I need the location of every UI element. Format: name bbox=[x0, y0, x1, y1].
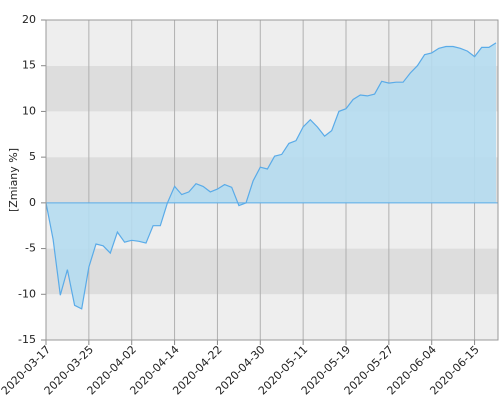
y-tick-label: 20 bbox=[22, 13, 36, 26]
y-tick-label: -15 bbox=[18, 333, 36, 346]
area bbox=[46, 42, 496, 309]
y-tick-label: 15 bbox=[22, 59, 36, 72]
y-axis-label: [Zmiany %] bbox=[7, 148, 20, 212]
band bbox=[46, 248, 498, 295]
band bbox=[46, 294, 498, 340]
y-tick-label: 5 bbox=[29, 150, 36, 163]
plot-border bbox=[45, 19, 499, 341]
y-tick-label: -5 bbox=[25, 242, 36, 255]
y-tick-label: 10 bbox=[22, 104, 36, 117]
y-tick-label: 0 bbox=[29, 196, 36, 209]
y-tick-label: -10 bbox=[18, 287, 36, 300]
line bbox=[45, 42, 497, 310]
